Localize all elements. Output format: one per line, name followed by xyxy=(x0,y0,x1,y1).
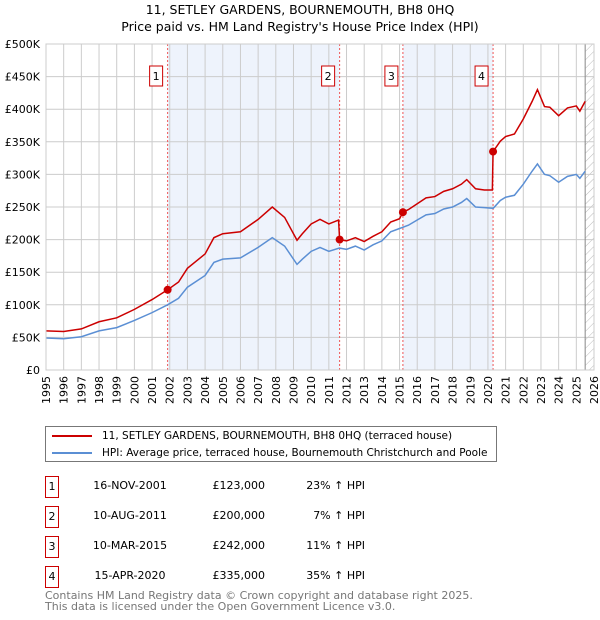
legend-item-property: 11, SETLEY GARDENS, BOURNEMOUTH, BH8 0HQ… xyxy=(52,428,452,444)
transaction-row: 2 10-AUG-2011 £200,000 7% ↑ HPI xyxy=(45,506,445,528)
sale-label: 3 xyxy=(388,70,395,83)
sale-point xyxy=(489,147,498,156)
sale-date: 10-MAR-2015 xyxy=(92,539,168,552)
sale-label-box xyxy=(149,65,164,87)
transaction-row: 4 15-APR-2020 £335,000 35% ↑ HPI xyxy=(45,566,445,588)
sale-point xyxy=(335,235,344,244)
x-tick-label: 2017 xyxy=(429,376,442,404)
x-tick-label: 2008 xyxy=(270,376,283,404)
hpi-line xyxy=(45,162,586,340)
x-tick-label: 2000 xyxy=(128,376,141,404)
sale-price: £242,000 xyxy=(212,539,266,552)
x-tick-label: 2023 xyxy=(535,376,548,404)
transaction-row: 3 10-MAR-2015 £242,000 11% ↑ HPI xyxy=(45,536,445,558)
sale-label: 4 xyxy=(478,70,485,83)
sale-price: £123,000 xyxy=(212,479,266,492)
sale-label: 2 xyxy=(325,70,332,83)
x-tick-label: 1999 xyxy=(111,376,124,404)
y-tick-label: £0 xyxy=(26,364,40,377)
y-tick-label: £200K xyxy=(5,234,41,247)
legend-swatch-red xyxy=(52,435,92,437)
y-tick-label: £400K xyxy=(5,103,41,116)
legend-item-hpi: HPI: Average price, terraced house, Bour… xyxy=(52,445,487,461)
plot-frame xyxy=(45,43,595,371)
x-tick-label: 2001 xyxy=(146,376,159,404)
x-tick-label: 1996 xyxy=(58,376,71,404)
legend-swatch-blue xyxy=(52,452,92,454)
y-tick-label: £500K xyxy=(5,38,41,51)
sale-price: £335,000 xyxy=(212,569,266,582)
sale-label-box xyxy=(321,65,336,87)
x-tick-label: 2002 xyxy=(164,376,177,404)
x-tick-label: 2009 xyxy=(287,376,300,404)
y-tick-label: £100K xyxy=(5,299,41,312)
footer-line-1: Contains HM Land Registry data © Crown c… xyxy=(45,589,473,602)
transaction-row: 1 16-NOV-2001 £123,000 23% ↑ HPI xyxy=(45,476,445,498)
chart-title: 11, SETLEY GARDENS, BOURNEMOUTH, BH8 0HQ xyxy=(145,2,455,17)
x-tick-label: 2003 xyxy=(181,376,194,404)
sale-date: 10-AUG-2011 xyxy=(93,509,167,522)
y-tick-label: £50K xyxy=(12,331,41,344)
x-tick-label: 2010 xyxy=(305,376,318,404)
x-tick-label: 2026 xyxy=(588,376,600,404)
x-tick-label: 2015 xyxy=(394,376,407,404)
legend-label: 11, SETLEY GARDENS, BOURNEMOUTH, BH8 0HQ… xyxy=(102,430,453,442)
x-tick-label: 2016 xyxy=(411,376,424,404)
x-tick-label: 2022 xyxy=(517,376,530,404)
sale-number-box: 3 xyxy=(45,536,59,558)
x-tick-label: 2018 xyxy=(447,376,460,404)
x-tick-label: 2021 xyxy=(500,376,513,404)
property-price-line xyxy=(45,87,586,333)
legend: 11, SETLEY GARDENS, BOURNEMOUTH, BH8 0HQ… xyxy=(45,426,497,462)
sale-hpi-diff: 7% ↑ HPI xyxy=(313,509,365,522)
y-tick-label: £350K xyxy=(5,136,41,149)
sale-point xyxy=(398,208,407,217)
x-tick-label: 2025 xyxy=(570,376,583,404)
sale-point xyxy=(163,285,172,294)
legend-label: HPI: Average price, terraced house, Bour… xyxy=(102,447,488,459)
y-tick-label: £150K xyxy=(5,266,41,279)
x-tick-label: 1998 xyxy=(93,376,106,404)
sale-number-box: 4 xyxy=(45,566,59,588)
x-tick-label: 2013 xyxy=(358,376,371,404)
sale-date: 15-APR-2020 xyxy=(94,569,166,582)
sale-date: 16-NOV-2001 xyxy=(93,479,167,492)
y-tick-label: £450K xyxy=(5,71,41,84)
x-tick-label: 2024 xyxy=(553,376,566,404)
sale-hpi-diff: 35% ↑ HPI xyxy=(306,569,365,582)
y-tick-label: £300K xyxy=(5,168,41,181)
sale-hpi-diff: 11% ↑ HPI xyxy=(306,539,365,552)
x-tick-label: 2011 xyxy=(323,376,336,404)
sale-label-box xyxy=(474,65,489,87)
price-chart: 1995 1996 1997 1998 1999 2000 2001 2002 2003 2004… xyxy=(5,38,600,404)
x-tick-label: 2007 xyxy=(252,376,265,404)
sale-number-box: 1 xyxy=(45,476,59,498)
x-tick-label: 2020 xyxy=(482,376,495,404)
x-tick-label: 2012 xyxy=(341,376,354,404)
footer-line-2: This data is licensed under the Open Gov… xyxy=(45,600,396,613)
y-tick-label: £250K xyxy=(5,201,41,214)
sale-number-box: 2 xyxy=(45,506,59,528)
x-tick-label: 1995 xyxy=(40,376,53,404)
sale-label: 1 xyxy=(153,70,160,83)
sale-label-box xyxy=(384,65,399,87)
x-tick-label: 2006 xyxy=(234,376,247,404)
x-tick-label: 2004 xyxy=(199,376,212,404)
sale-price: £200,000 xyxy=(212,509,266,522)
x-tick-label: 2005 xyxy=(217,376,230,404)
x-tick-label: 2014 xyxy=(376,376,389,404)
x-tick-label: 1997 xyxy=(75,376,88,404)
x-tick-label: 2019 xyxy=(464,376,477,404)
chart-subtitle: Price paid vs. HM Land Registry's House … xyxy=(121,19,479,34)
sale-hpi-diff: 23% ↑ HPI xyxy=(306,479,365,492)
